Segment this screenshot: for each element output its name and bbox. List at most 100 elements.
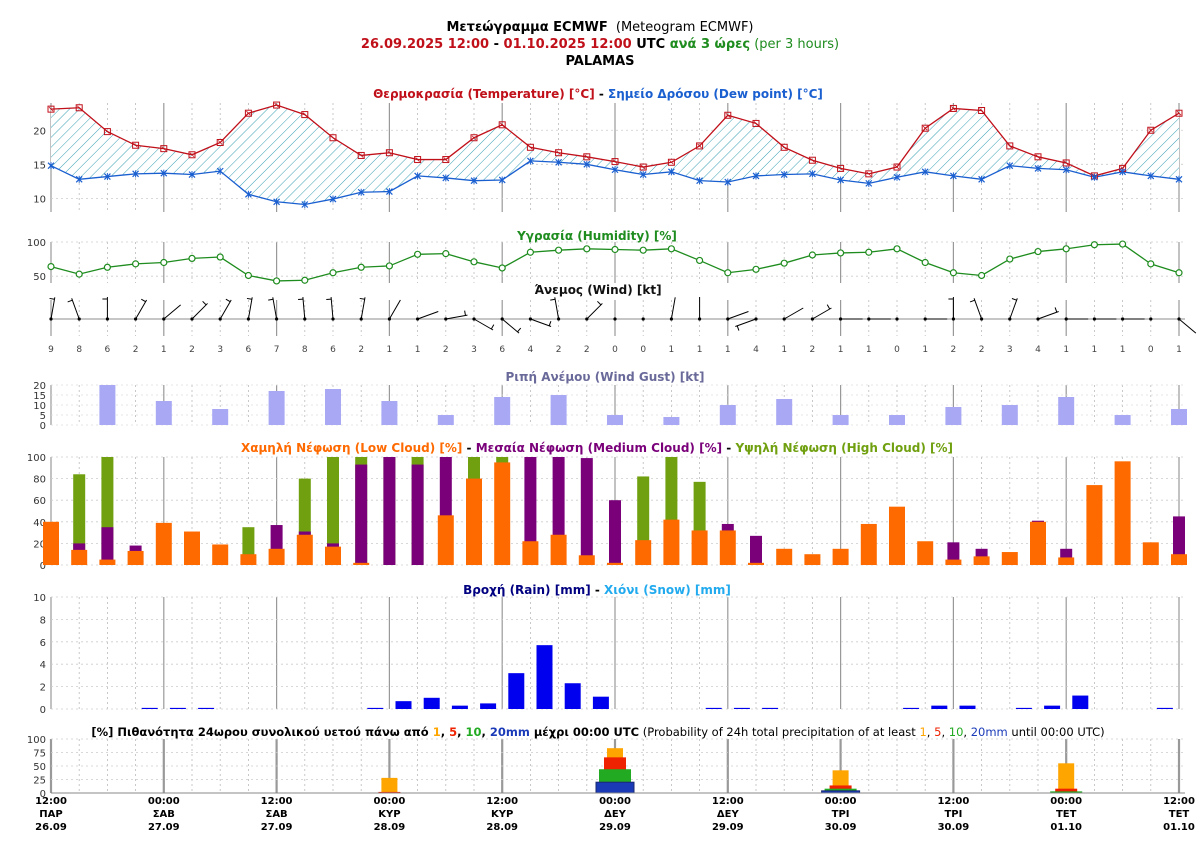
humidity-point (583, 245, 591, 253)
precip-tick-label: 6 (40, 638, 46, 649)
wind-barb (586, 303, 603, 320)
cloud-tick-label: 40 (33, 518, 46, 529)
humidity-point (442, 250, 450, 258)
low-cloud-bar (1001, 552, 1018, 565)
rain-bar (762, 707, 779, 709)
humidity-point (724, 269, 732, 277)
low-cloud-bar (860, 523, 877, 565)
precip-tick-label: 0 (40, 705, 46, 716)
humidity-point (667, 245, 676, 253)
wind-barb-feather (359, 297, 365, 300)
gust-bar (155, 401, 172, 425)
humidity-point (554, 246, 563, 254)
low-cloud-bar (43, 521, 59, 565)
wind-speed-label: 1 (922, 345, 928, 355)
wind-barb-origin (1121, 317, 1125, 321)
humidity-point (216, 253, 224, 261)
wind-speed-label: 7 (274, 345, 280, 355)
temperature-point (357, 151, 365, 159)
cloud-tick-label: 100 (27, 453, 46, 464)
temperature-point-mark (415, 157, 420, 162)
temperature-point-mark (189, 152, 195, 158)
wind-speed-label: 0 (640, 345, 646, 355)
rain-bar (1156, 707, 1173, 709)
time-axis-date: 26.09 (35, 822, 67, 833)
wind-barb (554, 297, 560, 320)
rain-bar (1015, 707, 1032, 709)
temperature-point (1006, 142, 1014, 150)
rain-bar (1044, 705, 1061, 709)
temperature-point-mark (330, 135, 336, 141)
temperature-point (978, 106, 986, 114)
humidity-point (1118, 240, 1127, 248)
low-cloud-bar (494, 462, 511, 565)
humidity-point (244, 271, 252, 280)
low-cloud-bar (296, 534, 313, 565)
wind-barb-origin (951, 317, 956, 321)
humidity-point (1034, 247, 1042, 256)
low-cloud-bar (466, 478, 482, 565)
temp-tick-label: 10 (33, 194, 46, 205)
wind-speed-label: 2 (443, 345, 449, 355)
low-cloud-bar (1171, 554, 1187, 565)
low-cloud-bar (550, 534, 567, 565)
wind-barb-feather (826, 304, 831, 310)
temperature-point (526, 143, 534, 151)
wind-speed-label: 1 (838, 345, 844, 355)
humidity-point (949, 269, 958, 277)
time-axis-day: ΤΕΤ (1169, 809, 1190, 820)
wind-speed-label: 1 (1092, 345, 1098, 355)
wind-barb-origin (387, 317, 391, 321)
precip-tick-label: 10 (33, 593, 46, 604)
wind-speed-label: 1 (866, 345, 872, 355)
medium-cloud-bar (524, 457, 537, 565)
humidity-point (498, 264, 506, 272)
wind-barb (247, 297, 253, 320)
time-axis-day: ΣΑΒ (265, 809, 287, 820)
wind-barb (530, 318, 552, 327)
medium-cloud-bar (947, 542, 960, 565)
rain-bar (564, 683, 581, 709)
gust-bar (719, 405, 736, 425)
humidity-point (893, 245, 901, 253)
wind-barb (501, 318, 520, 334)
wind-barb-origin (49, 317, 53, 321)
rain-bar (592, 696, 609, 709)
temperature-point (583, 153, 591, 161)
gust-bar (663, 417, 680, 425)
humidity-point (977, 271, 986, 280)
temperature-point-mark (1063, 160, 1069, 166)
low-cloud-bar (99, 559, 116, 565)
temperature-point-mark (1035, 154, 1041, 160)
wind-speed-label: 2 (810, 345, 816, 355)
wind-speed-label: 0 (612, 345, 618, 355)
humidity-point (865, 248, 873, 256)
low-cloud-bar (212, 544, 229, 565)
temperature-point-mark (894, 164, 900, 170)
wind-barb (302, 297, 306, 320)
wind-barb (1178, 318, 1197, 334)
wind-speed-label: 1 (725, 345, 731, 355)
temperature-point (1175, 109, 1183, 117)
low-cloud-bar (127, 550, 144, 565)
location-name: PALAMAS (565, 54, 634, 69)
low-cloud-bar (325, 546, 341, 565)
time-axis-time: 12:00 (35, 796, 67, 807)
rain-bar (1072, 695, 1089, 709)
temperature-point-mark (387, 150, 392, 156)
humidity-point (921, 258, 929, 267)
time-axis-day: ΚΥΡ (378, 809, 400, 820)
wind-barb-origin (585, 317, 589, 321)
temperature-title-sep: - (595, 87, 608, 101)
humidity-point (357, 263, 365, 271)
snow-title: Χιόνι (Snow) [mm] (604, 583, 731, 597)
wind-barb-origin (190, 317, 194, 321)
wind-barb (445, 314, 468, 320)
low-cloud-bar (832, 548, 849, 565)
rain-bar (198, 707, 215, 709)
step-english: (per 3 hours) (750, 37, 839, 52)
wind-barb (219, 299, 232, 320)
wind-barb (163, 304, 181, 320)
